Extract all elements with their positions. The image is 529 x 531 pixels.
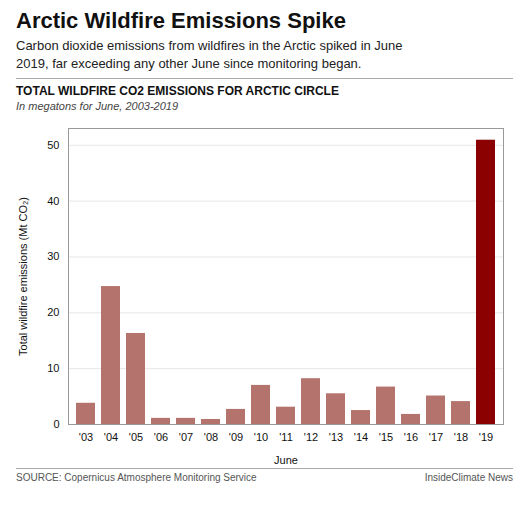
svg-text:40: 40: [47, 195, 59, 207]
html-text:TOTAL WILDFIRE CO2 EMISSIONS F: TOTAL WILDFIRE CO2 EMISSIONS FOR ARCTIC …: [16, 84, 339, 99]
svg-text:'08: '08: [204, 431, 218, 443]
svg-text:June: June: [274, 454, 298, 466]
svg-text:'12: '12: [304, 431, 318, 443]
svg-text:'19: '19: [479, 431, 493, 443]
svg-text:'13: '13: [329, 431, 343, 443]
svg-text:30: 30: [47, 251, 59, 263]
html-text:InsideClimate News: InsideClimate News: [424, 472, 513, 484]
svg-text:'05: '05: [129, 431, 143, 443]
svg-text:'10: '10: [254, 431, 268, 443]
svg-text:20: 20: [47, 306, 59, 318]
svg-text:'15: '15: [379, 431, 393, 443]
svg-text:'11: '11: [279, 431, 293, 443]
svg-text:'07: '07: [179, 431, 193, 443]
svg-text:50: 50: [47, 139, 59, 151]
html-text:Arctic Wildfire Emissions Spik: Arctic Wildfire Emissions Spike: [16, 8, 346, 33]
svg-text:'18: '18: [454, 431, 468, 443]
svg-text:10: 10: [47, 362, 59, 374]
svg-text:'03: '03: [79, 431, 93, 443]
html-text:Carbon dioxide emissions from: Carbon dioxide emissions from wildfires …: [16, 38, 403, 71]
html-text:In megatons for June, 2003-201: In megatons for June, 2003-2019: [16, 100, 179, 113]
svg-text:'14: '14: [354, 431, 368, 443]
svg-text:Total wildfire emissions (Mt C: Total wildfire emissions (Mt CO₂): [17, 197, 29, 356]
svg-text:'09: '09: [229, 431, 243, 443]
svg-text:0: 0: [53, 418, 59, 430]
html-text:SOURCE: Copernicus Atmosphere: SOURCE: Copernicus Atmosphere Monitoring…: [16, 472, 257, 484]
svg-text:'06: '06: [154, 431, 168, 443]
svg-text:'16: '16: [404, 431, 418, 443]
svg-text:'17: '17: [429, 431, 443, 443]
svg-text:'04: '04: [104, 431, 118, 443]
